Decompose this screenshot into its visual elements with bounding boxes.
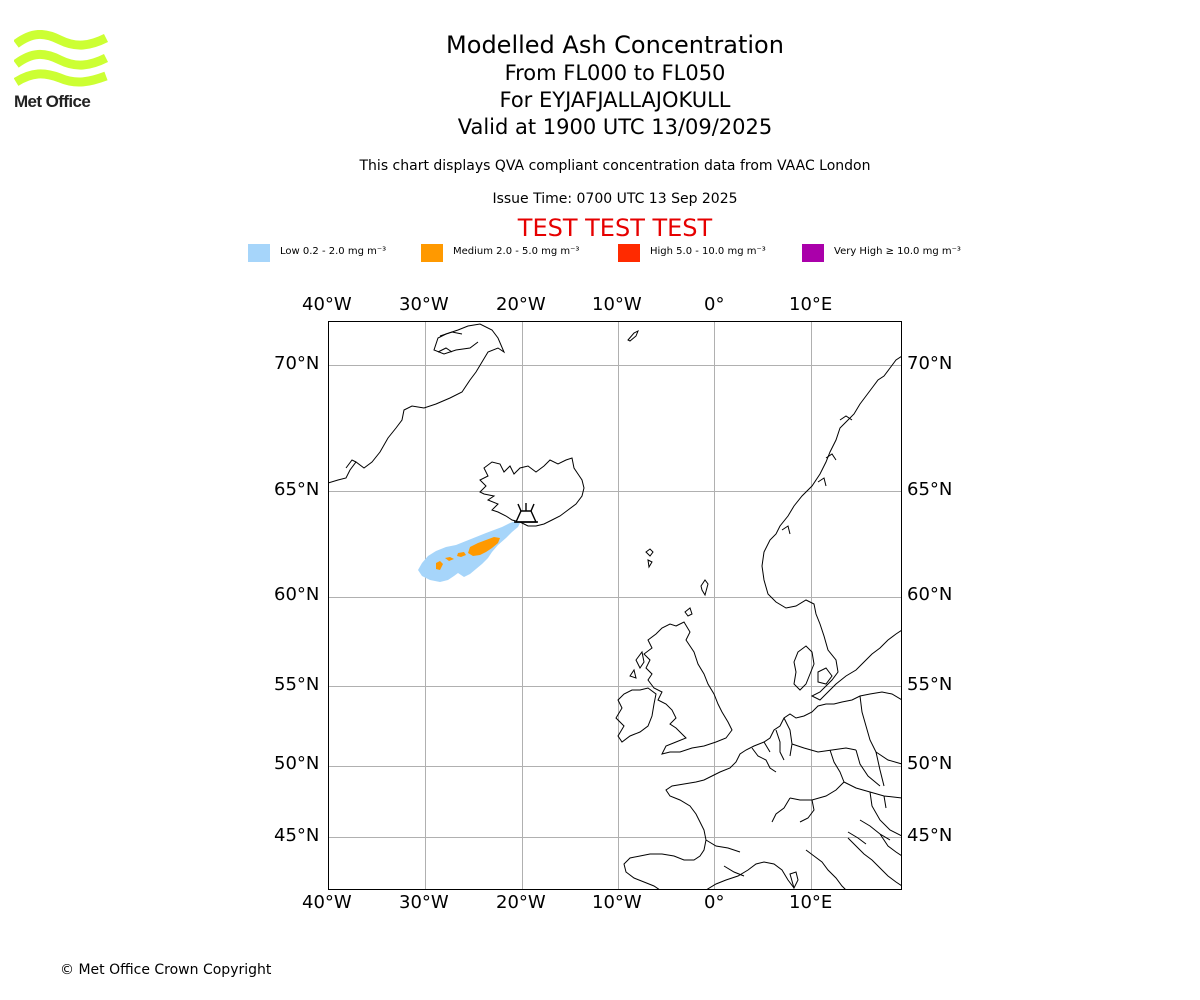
lat-label-right: 65°N	[907, 479, 953, 500]
legend-label-high: High 5.0 - 10.0 mg m⁻³	[650, 246, 766, 257]
copyright: © Met Office Crown Copyright	[60, 962, 272, 978]
legend-swatch-low	[248, 244, 270, 262]
lon-label-bottom: 30°W	[399, 892, 449, 913]
norway-islands	[781, 415, 853, 535]
legend-label-medium: Medium 2.0 - 5.0 mg m⁻³	[453, 246, 580, 257]
lon-label-top: 10°E	[789, 294, 833, 315]
legend-swatch-very-high	[802, 244, 824, 262]
lat-label-left: 55°N	[274, 674, 320, 695]
ireland-coast	[615, 687, 657, 743]
valid-time: Valid at 1900 UTC 13/09/2025	[457, 115, 773, 139]
great-britain-coast	[643, 621, 733, 755]
lat-label-left: 45°N	[274, 825, 320, 846]
legend-swatch-high	[618, 244, 640, 262]
map-gridlines	[328, 321, 902, 890]
iceland-coast	[479, 457, 585, 527]
lat-label-left: 65°N	[274, 479, 320, 500]
country-borders	[705, 695, 902, 877]
lon-label-top: 0°	[704, 294, 725, 315]
lon-label-top: 20°W	[496, 294, 546, 315]
legend-label-very-high: Very High ≥ 10.0 mg m⁻³	[834, 246, 961, 257]
legend-label-low: Low 0.2 - 2.0 mg m⁻³	[280, 246, 387, 257]
continent-coast	[623, 691, 902, 890]
logo-text: Met Office	[14, 92, 91, 111]
volcano-name: For EYJAFJALLAJOKULL	[499, 88, 731, 112]
legend-swatch-medium	[421, 244, 443, 262]
corsica-coast	[789, 871, 799, 890]
logo-wave-icon	[13, 30, 109, 87]
lat-label-right: 55°N	[907, 674, 953, 695]
chart-header: Modelled Ash Concentration From FL000 to…	[315, 30, 915, 242]
coastlines	[328, 323, 902, 890]
lat-label-right: 50°N	[907, 753, 953, 774]
adriatic-coast	[847, 837, 902, 887]
lon-label-bottom: 20°W	[496, 892, 546, 913]
lon-label-bottom: 10°W	[592, 892, 642, 913]
mediterranean-coast	[705, 861, 795, 890]
italy-coast	[805, 849, 847, 890]
met-office-logo: Met Office	[13, 30, 109, 112]
flight-levels: From FL000 to FL050	[504, 61, 726, 85]
orkney-coast	[684, 607, 693, 617]
ash-medium-regions	[436, 537, 500, 570]
issue-time: Issue Time: 0700 UTC 13 Sep 2025	[492, 191, 738, 207]
denmark-coast	[793, 645, 833, 691]
hebrides-coast	[629, 650, 645, 679]
chart-description: This chart displays QVA compliant concen…	[359, 158, 871, 174]
lat-label-right: 70°N	[907, 353, 953, 374]
ash-map	[328, 321, 902, 890]
chart-title: Modelled Ash Concentration	[446, 31, 784, 59]
lat-label-left: 60°N	[274, 584, 320, 605]
lat-label-left: 70°N	[274, 353, 320, 374]
lon-label-top: 30°W	[399, 294, 449, 315]
lat-label-right: 45°N	[907, 825, 953, 846]
map-frame	[328, 321, 902, 890]
greenland-coast	[328, 323, 506, 484]
test-banner: TEST TEST TEST	[517, 214, 713, 242]
lon-label-bottom: 40°W	[302, 892, 352, 913]
lon-label-bottom: 10°E	[789, 892, 833, 913]
jan-mayen-coast	[627, 329, 639, 342]
lon-label-bottom: 0°	[704, 892, 725, 913]
volcano-icon	[514, 503, 538, 523]
lat-label-left: 50°N	[274, 753, 320, 774]
greenland-islands	[345, 331, 463, 469]
lon-label-top: 10°W	[592, 294, 642, 315]
scandinavia-coast	[761, 355, 902, 701]
lon-label-top: 40°W	[302, 294, 352, 315]
shetland-coast	[700, 579, 709, 597]
lat-label-right: 60°N	[907, 584, 953, 605]
faroe-coast	[645, 548, 654, 569]
